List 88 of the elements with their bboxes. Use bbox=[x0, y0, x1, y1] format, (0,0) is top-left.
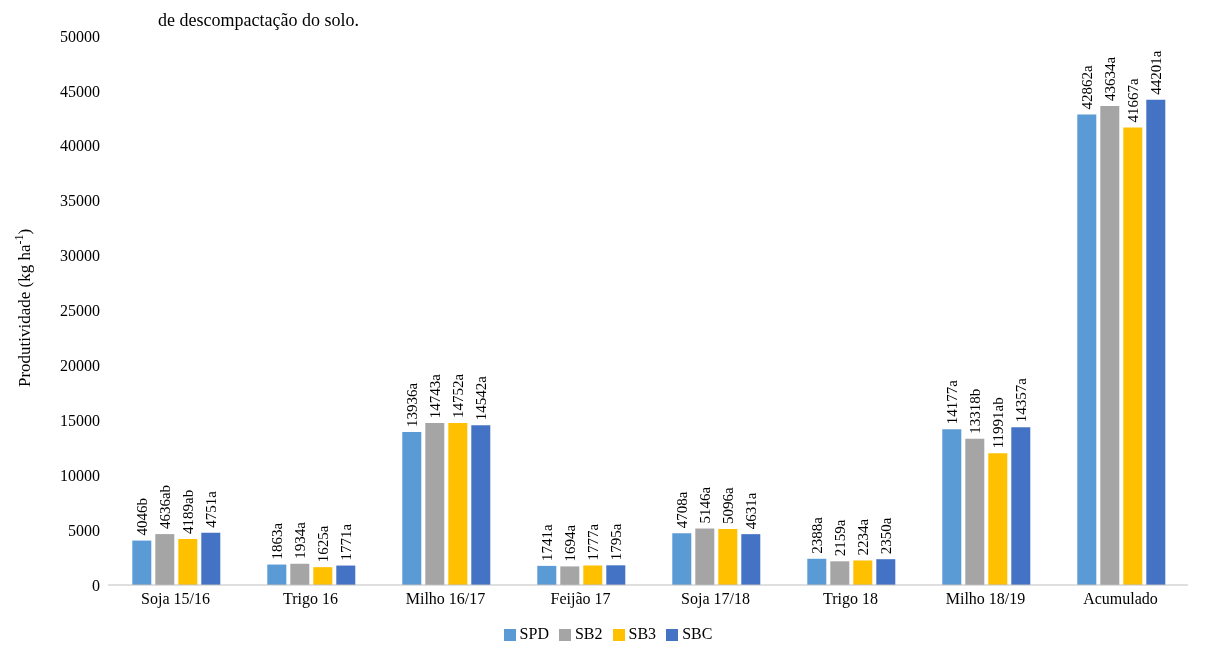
data-label: 4636ab bbox=[156, 484, 173, 530]
data-label: 14542a bbox=[472, 375, 489, 421]
data-label: 13936a bbox=[403, 382, 420, 427]
data-label: 42862a bbox=[1078, 64, 1095, 110]
data-label: 1741a bbox=[538, 523, 555, 561]
bar bbox=[560, 566, 580, 585]
bar bbox=[718, 529, 738, 585]
x-tick-label: Feijão 17 bbox=[550, 590, 611, 609]
y-tick-label: 50000 bbox=[60, 27, 100, 45]
data-label: 4046b bbox=[133, 498, 150, 536]
data-label: 11991ab bbox=[989, 397, 1006, 449]
y-tick-label: 0 bbox=[92, 576, 100, 594]
bar bbox=[876, 559, 896, 585]
bar bbox=[672, 533, 692, 585]
x-tick-label: Trigo 16 bbox=[283, 590, 338, 609]
data-label: 5096a bbox=[719, 487, 736, 525]
bar bbox=[267, 564, 287, 585]
data-label: 2234a bbox=[854, 518, 871, 556]
data-label: 1863a bbox=[268, 522, 285, 560]
bar bbox=[155, 534, 175, 585]
bar bbox=[537, 565, 557, 585]
y-tick-label: 45000 bbox=[60, 82, 100, 100]
bar bbox=[313, 567, 333, 585]
x-tick-label: Soja 15/16 bbox=[141, 590, 210, 609]
bar bbox=[471, 425, 491, 585]
bar bbox=[942, 429, 962, 585]
data-label: 44201a bbox=[1147, 50, 1164, 95]
bar bbox=[1011, 427, 1031, 585]
data-label: 14357a bbox=[1012, 377, 1029, 423]
bar bbox=[853, 560, 873, 585]
x-tick-label: Milho 16/17 bbox=[405, 590, 486, 608]
bar bbox=[1123, 127, 1143, 585]
data-label: 13318b bbox=[966, 388, 983, 434]
legend-label: SB3 bbox=[628, 625, 657, 642]
data-label: 4708a bbox=[673, 491, 690, 529]
data-label: 14743a bbox=[426, 373, 443, 419]
bar bbox=[290, 563, 310, 585]
data-label: 5146a bbox=[696, 486, 713, 524]
legend-label: SB2 bbox=[574, 625, 603, 642]
legend-label: SBC bbox=[682, 625, 713, 642]
legend-label: SPD bbox=[519, 625, 549, 642]
data-label: 2350a bbox=[877, 517, 894, 555]
y-tick-label: 20000 bbox=[60, 357, 100, 375]
bar bbox=[201, 532, 221, 585]
x-tick-label: Soja 17/18 bbox=[681, 590, 750, 609]
bar bbox=[965, 438, 985, 585]
data-label: 1934a bbox=[291, 521, 308, 559]
data-label: 4631a bbox=[742, 492, 759, 530]
bar bbox=[1077, 114, 1097, 585]
data-label: 4751a bbox=[202, 490, 219, 528]
bar bbox=[425, 423, 445, 585]
y-tick-label: 10000 bbox=[60, 466, 100, 484]
x-tick-label: Trigo 18 bbox=[823, 590, 878, 609]
bar bbox=[741, 534, 761, 585]
bar bbox=[606, 565, 626, 585]
data-label: 4189ab bbox=[179, 489, 196, 534]
data-label: 14177a bbox=[943, 379, 960, 425]
y-tick-label: 25000 bbox=[60, 302, 100, 320]
data-label: 1625a bbox=[314, 525, 331, 563]
bar bbox=[132, 540, 152, 585]
bar bbox=[988, 453, 1008, 585]
data-label: 1694a bbox=[561, 524, 578, 562]
bar bbox=[830, 561, 850, 585]
bar bbox=[807, 558, 827, 585]
y-tick-label: 30000 bbox=[60, 247, 100, 265]
y-tick-label: 5000 bbox=[68, 521, 100, 539]
data-label: 2159a bbox=[831, 519, 848, 557]
bar bbox=[402, 431, 422, 585]
x-tick-label: Acumulado bbox=[1083, 590, 1158, 608]
data-label: 2388a bbox=[808, 516, 825, 554]
data-label: 1777a bbox=[584, 523, 601, 561]
bar bbox=[178, 539, 198, 585]
y-tick-label: 15000 bbox=[60, 411, 100, 429]
bar bbox=[1146, 99, 1166, 585]
bar bbox=[448, 423, 468, 585]
data-label: 14752a bbox=[449, 373, 466, 419]
data-label: 41667a bbox=[1124, 78, 1141, 123]
bar bbox=[1100, 105, 1120, 585]
data-label: 1771a bbox=[337, 523, 354, 561]
y-tick-label: 40000 bbox=[60, 137, 100, 155]
y-tick-label: 35000 bbox=[60, 192, 100, 210]
bar bbox=[336, 565, 356, 585]
x-tick-label: Milho 18/19 bbox=[945, 590, 1026, 608]
text: de descompactação do solo. bbox=[158, 10, 359, 31]
bar bbox=[695, 528, 715, 585]
bar bbox=[583, 565, 603, 585]
data-label: 1795a bbox=[607, 523, 624, 561]
data-label: 43634a bbox=[1101, 56, 1118, 101]
